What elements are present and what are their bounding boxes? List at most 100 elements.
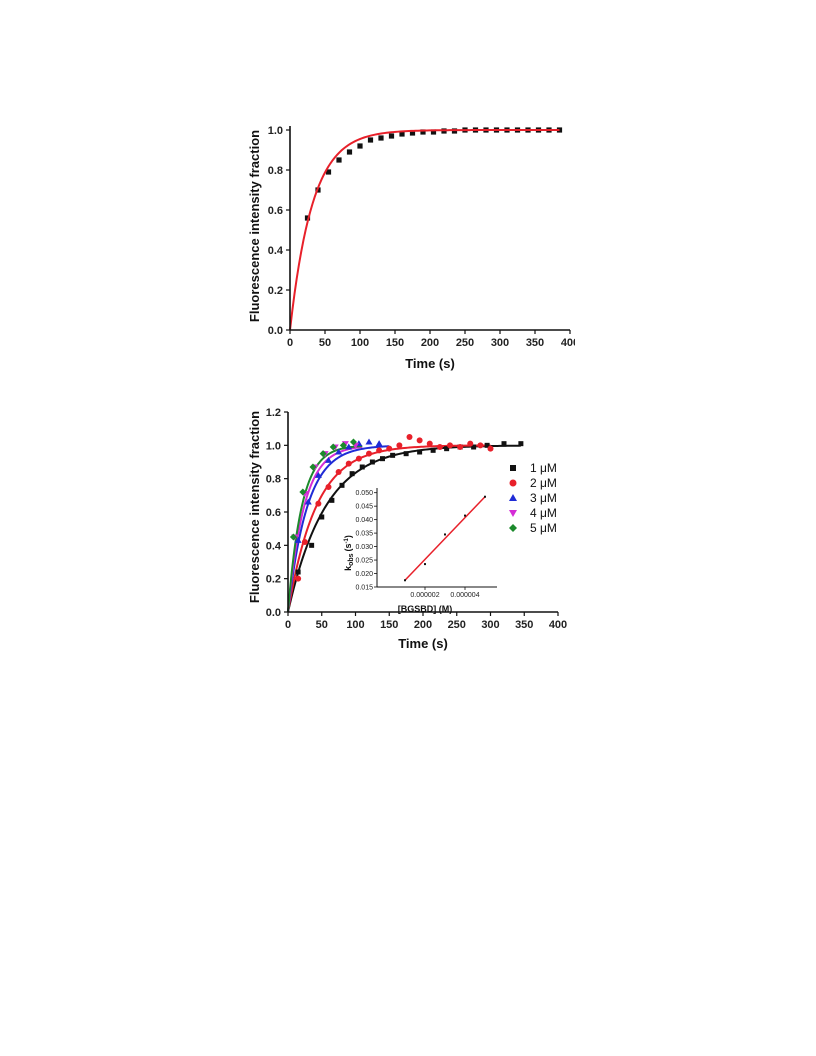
y-tick-label: 0.6 (266, 507, 281, 519)
data-point (301, 539, 308, 545)
x-tick-label: 150 (380, 619, 398, 631)
data-point (309, 463, 317, 471)
inset-y-tick-label: 0.040 (355, 517, 373, 524)
x-tick-label: 200 (421, 337, 439, 349)
data-point (484, 442, 490, 448)
data-point (304, 215, 311, 221)
legend-label: 3 μM (530, 491, 557, 505)
inset-y-tick-label: 0.015 (355, 585, 373, 592)
x-tick-label: 300 (481, 619, 499, 631)
inset-data-point (404, 579, 406, 582)
inset-y-tick-label: 0.020 (355, 571, 373, 578)
data-point (416, 437, 423, 444)
data-point (501, 441, 507, 447)
data-point (477, 442, 484, 449)
legend-label: 4 μM (530, 506, 557, 520)
inset-x-tick-label: 0.000002 (410, 592, 439, 599)
data-point (365, 438, 373, 445)
data-point (467, 440, 474, 447)
data-point (339, 441, 347, 449)
data-point (388, 133, 395, 139)
legend: 1 μM2 μM3 μM4 μM5 μM (509, 461, 557, 535)
x-tick-label: 0 (285, 619, 291, 631)
data-point (509, 510, 517, 517)
inset-y-tick-label: 0.050 (355, 490, 373, 497)
inset-y-axis-label: kobs(s-1) (343, 535, 355, 571)
data-point (289, 533, 297, 541)
y-axis-label: Fluorescence intensity fraction (247, 411, 262, 603)
x-tick-label: 100 (346, 619, 364, 631)
data-point (390, 452, 396, 458)
x-tick-label: 400 (549, 619, 567, 631)
x-tick-label: 100 (351, 337, 369, 349)
legend-label: 1 μM (530, 461, 557, 475)
data-point (375, 440, 383, 447)
y-tick-label: 0.2 (268, 285, 283, 297)
data-point (426, 440, 433, 447)
inset-y-tick-label: 0.030 (355, 544, 373, 551)
y-axis-label: Fluorescence intensity fraction (247, 130, 262, 322)
data-point (319, 450, 327, 458)
inset-chart: 0.015 0.020 0.025 0.030 0.035 0.040 0.045 0.050… (343, 488, 497, 614)
data-point (510, 465, 516, 471)
data-point (417, 449, 423, 455)
time-course-chart: 0 50 100 150 200 250 300 350 400 0.0 0.2 0.4 0.6 0.8 1… (247, 125, 575, 371)
data-point (436, 444, 443, 450)
inset-fit-line (404, 496, 486, 581)
data-point (403, 451, 409, 457)
data-point (509, 494, 517, 501)
x-tick-label: 250 (456, 337, 474, 349)
inset-data-point (484, 495, 486, 498)
inset-data-point (424, 563, 426, 566)
data-point (518, 441, 524, 447)
legend-label: 5 μM (530, 521, 557, 535)
data-point (376, 447, 383, 454)
x-tick-label: 350 (526, 337, 544, 349)
y-tick-label: 0.2 (266, 574, 281, 586)
data-point (345, 460, 352, 467)
data-point (319, 514, 325, 520)
data-point (420, 129, 426, 135)
inset-y-tick-label: 0.035 (355, 531, 373, 538)
legend-label: 2 μM (530, 476, 557, 490)
inset-y-tick-label: 0.045 (355, 504, 373, 511)
data-point (509, 479, 517, 487)
x-tick-label: 150 (386, 337, 404, 349)
x-tick-label: 250 (448, 619, 466, 631)
concentration-time-course-chart: 0 50 100 150 200 250 300 350 400 0.0 0.2 0.4 0.6 0.8 1… (247, 407, 567, 651)
y-tick-label: 0.0 (266, 607, 281, 619)
data-point (295, 569, 301, 575)
chart-plot-area (289, 127, 563, 331)
data-point (444, 446, 450, 452)
data-point (339, 482, 345, 488)
data-point (294, 536, 302, 543)
data-point (399, 131, 405, 137)
inset-x-tick-label: 0.000004 (450, 592, 479, 599)
y-tick-label: 0.8 (266, 474, 281, 486)
y-tick-label: 0.0 (268, 325, 283, 337)
data-point (295, 575, 302, 582)
chart-plot-area (287, 434, 524, 613)
x-tick-label: 50 (316, 619, 328, 631)
data-point (299, 488, 307, 496)
data-point (325, 484, 332, 490)
data-point (304, 498, 312, 505)
data-point (409, 130, 416, 136)
data-point (314, 471, 322, 478)
x-axis-label: Time (s) (398, 636, 448, 651)
chart-ticks: 0 50 100 150 200 250 300 350 400 0.0 0.2 0.4 0.6 0.8 1… (266, 407, 567, 631)
inset-data-point (464, 514, 466, 517)
data-point (487, 445, 494, 452)
x-tick-label: 50 (319, 337, 331, 349)
data-point (378, 135, 384, 141)
data-point (447, 442, 453, 449)
x-tick-label: 300 (491, 337, 509, 349)
inset-y-tick-label: 0.025 (355, 558, 373, 565)
data-point (369, 459, 375, 465)
data-point (349, 438, 357, 446)
x-tick-label: 200 (414, 619, 432, 631)
data-point (329, 443, 337, 451)
data-point (457, 444, 464, 450)
data-point (329, 497, 335, 503)
y-tick-label: 1.0 (268, 125, 283, 137)
